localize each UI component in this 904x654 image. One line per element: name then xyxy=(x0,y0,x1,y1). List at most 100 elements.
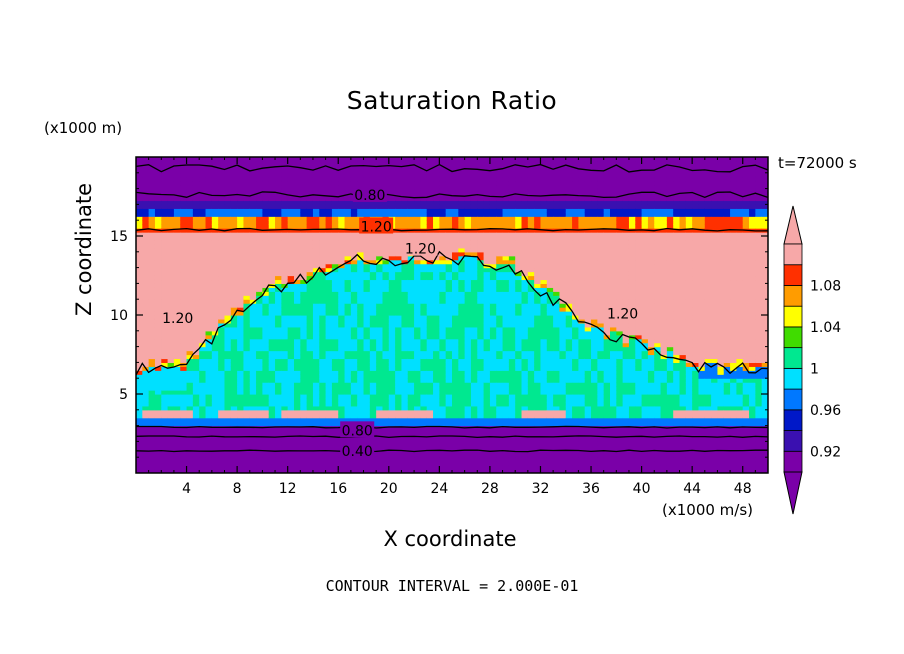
field-cell xyxy=(464,303,472,308)
field-cell xyxy=(230,283,238,288)
field-cell xyxy=(312,188,320,194)
field-cell xyxy=(382,378,390,383)
field-cell xyxy=(218,362,226,367)
field-cell xyxy=(350,295,358,300)
field-cell xyxy=(136,239,143,245)
field-cell xyxy=(211,409,219,415)
field-cell xyxy=(477,204,485,209)
field-cell xyxy=(325,255,333,261)
field-cell xyxy=(338,164,346,170)
field-cell xyxy=(496,374,504,379)
field-cell xyxy=(262,421,270,427)
field-cell xyxy=(502,283,510,288)
field-cell xyxy=(218,188,226,194)
field-cell xyxy=(306,469,314,473)
field-cell xyxy=(224,275,232,281)
field-cell xyxy=(154,239,162,245)
field-cell xyxy=(458,236,466,241)
field-cell xyxy=(224,247,232,253)
field-cell xyxy=(192,401,200,407)
field-cell xyxy=(148,228,156,233)
field-cell xyxy=(268,307,276,312)
field-cell xyxy=(211,378,219,383)
field-cell xyxy=(426,232,434,237)
field-cell xyxy=(199,251,207,257)
field-cell xyxy=(483,445,491,450)
field-cell xyxy=(136,232,143,237)
field-cell xyxy=(167,445,175,450)
field-cell xyxy=(426,433,434,439)
field-cell xyxy=(344,409,352,415)
field-cell xyxy=(369,168,377,174)
field-cell xyxy=(508,342,516,348)
field-cell xyxy=(262,374,270,379)
field-cell xyxy=(382,172,390,178)
field-cell xyxy=(306,307,314,312)
field-cell xyxy=(205,413,213,419)
field-cell xyxy=(344,168,352,174)
field-cell xyxy=(338,417,346,423)
field-cell xyxy=(186,259,194,265)
field-cell xyxy=(521,188,529,194)
field-cell xyxy=(458,338,466,344)
field-cell xyxy=(395,168,403,174)
field-cell xyxy=(300,303,308,308)
field-cell xyxy=(268,275,276,281)
field-cell xyxy=(369,358,377,363)
field-cell xyxy=(382,291,390,296)
field-cell xyxy=(382,469,390,473)
field-cell xyxy=(452,350,459,356)
field-cell xyxy=(521,283,529,288)
field-cell xyxy=(508,172,516,178)
field-cell xyxy=(483,176,491,182)
field-cell xyxy=(489,382,497,387)
field-cell xyxy=(268,397,276,403)
field-cell xyxy=(173,267,181,273)
field-cell xyxy=(445,370,453,375)
field-cell xyxy=(224,236,232,241)
field-cell xyxy=(502,180,510,186)
field-cell xyxy=(306,220,314,225)
field-cell xyxy=(515,299,523,304)
field-cell xyxy=(275,326,282,332)
field-cell xyxy=(256,311,263,316)
field-cell xyxy=(445,405,453,411)
field-cell xyxy=(489,326,497,332)
field-cell xyxy=(395,204,403,209)
field-cell xyxy=(401,295,409,300)
field-cell xyxy=(154,326,162,332)
field-cell xyxy=(148,346,156,352)
field-cell xyxy=(211,370,219,375)
field-cell xyxy=(192,239,200,245)
field-cell xyxy=(477,283,485,288)
field-cell xyxy=(180,172,188,178)
field-cell xyxy=(395,279,403,284)
field-cell xyxy=(452,457,459,462)
field-cell xyxy=(256,180,263,186)
field-cell xyxy=(439,366,447,371)
field-cell xyxy=(350,370,358,375)
field-cell xyxy=(439,394,447,399)
field-cell xyxy=(464,239,472,245)
field-cell xyxy=(230,401,238,407)
field-cell xyxy=(249,465,257,470)
field-cell xyxy=(395,469,403,473)
field-cell xyxy=(256,315,263,320)
field-cell xyxy=(483,251,491,257)
field-cell xyxy=(325,287,333,292)
field-cell xyxy=(420,180,428,186)
field-cell xyxy=(464,465,472,470)
field-cell xyxy=(515,469,523,473)
field-cell xyxy=(496,192,504,198)
field-cell xyxy=(211,255,219,261)
field-cell xyxy=(477,279,485,284)
field-cell xyxy=(249,275,257,281)
field-cell xyxy=(458,350,466,356)
field-cell xyxy=(262,216,270,221)
field-cell xyxy=(458,307,466,312)
field-cell xyxy=(369,180,377,186)
field-cell xyxy=(186,212,194,217)
field-cell xyxy=(161,184,169,190)
field-cell xyxy=(173,184,181,190)
field-cell xyxy=(294,200,301,205)
